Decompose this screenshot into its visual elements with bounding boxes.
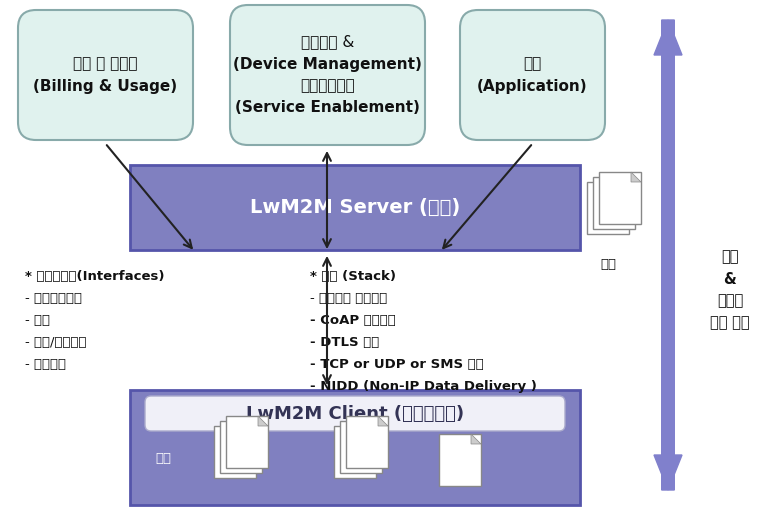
Bar bbox=[599, 172, 641, 224]
Text: - TCP or UDP or SMS 전송: - TCP or UDP or SMS 전송 bbox=[310, 358, 484, 371]
Polygon shape bbox=[258, 416, 268, 426]
Text: - DTLS 보안: - DTLS 보안 bbox=[310, 336, 380, 349]
Text: - 부트스트래핑: - 부트스트래핑 bbox=[25, 292, 82, 305]
Text: 응용: 응용 bbox=[524, 56, 541, 71]
Bar bbox=[130, 390, 580, 505]
FancyArrow shape bbox=[654, 20, 682, 490]
Text: - 효율적인 페이로드: - 효율적인 페이로드 bbox=[310, 292, 387, 305]
Text: - NIDD (Non-IP Data Delivery ): - NIDD (Non-IP Data Delivery ) bbox=[310, 380, 537, 393]
Text: 객체: 객체 bbox=[600, 258, 616, 271]
Text: - 객체/자원접근: - 객체/자원접근 bbox=[25, 336, 86, 349]
FancyBboxPatch shape bbox=[145, 396, 565, 431]
Text: 서비스활성화: 서비스활성화 bbox=[300, 79, 355, 94]
Text: 객체: 객체 bbox=[155, 451, 171, 464]
FancyBboxPatch shape bbox=[460, 10, 605, 140]
Bar bbox=[439, 434, 481, 486]
Text: (Device Management): (Device Management) bbox=[233, 56, 422, 71]
FancyBboxPatch shape bbox=[18, 10, 193, 140]
Bar bbox=[587, 182, 629, 234]
Text: 대역폭: 대역폭 bbox=[717, 294, 743, 309]
Text: (Billing & Usage): (Billing & Usage) bbox=[33, 79, 178, 94]
Text: LwM2M Server (서버): LwM2M Server (서버) bbox=[250, 198, 460, 217]
Bar bbox=[214, 426, 256, 478]
Polygon shape bbox=[246, 426, 256, 436]
Text: &: & bbox=[724, 271, 736, 286]
Text: LwM2M Client (클라이언트): LwM2M Client (클라이언트) bbox=[246, 404, 464, 422]
Text: 기기관리 &: 기기관리 & bbox=[301, 35, 354, 50]
Polygon shape bbox=[366, 426, 376, 436]
Polygon shape bbox=[252, 421, 262, 431]
Text: - 정보보고: - 정보보고 bbox=[25, 358, 66, 371]
Bar bbox=[346, 416, 388, 468]
Text: 효율 확보: 효율 확보 bbox=[710, 315, 750, 330]
Polygon shape bbox=[631, 172, 641, 182]
Text: (Service Enablement): (Service Enablement) bbox=[235, 100, 420, 115]
Bar bbox=[226, 416, 268, 468]
FancyArrow shape bbox=[654, 20, 682, 490]
Bar bbox=[130, 165, 580, 250]
Text: * 스택 (Stack): * 스택 (Stack) bbox=[310, 270, 396, 283]
Bar bbox=[340, 421, 382, 473]
Polygon shape bbox=[625, 177, 635, 187]
Text: * 인터페이스(Interfaces): * 인터페이스(Interfaces) bbox=[25, 270, 165, 283]
Bar bbox=[593, 177, 635, 229]
Bar bbox=[334, 426, 376, 478]
Bar bbox=[220, 421, 262, 473]
Polygon shape bbox=[471, 434, 481, 444]
Text: 과금 및 사용량: 과금 및 사용량 bbox=[73, 56, 138, 71]
Text: (Application): (Application) bbox=[477, 79, 588, 94]
Polygon shape bbox=[372, 421, 382, 431]
FancyBboxPatch shape bbox=[230, 5, 425, 145]
Text: - CoAP 프로토콜: - CoAP 프로토콜 bbox=[310, 314, 396, 327]
Text: - 등록: - 등록 bbox=[25, 314, 50, 327]
Text: 보안: 보안 bbox=[721, 250, 738, 265]
Polygon shape bbox=[378, 416, 388, 426]
Polygon shape bbox=[619, 182, 629, 192]
